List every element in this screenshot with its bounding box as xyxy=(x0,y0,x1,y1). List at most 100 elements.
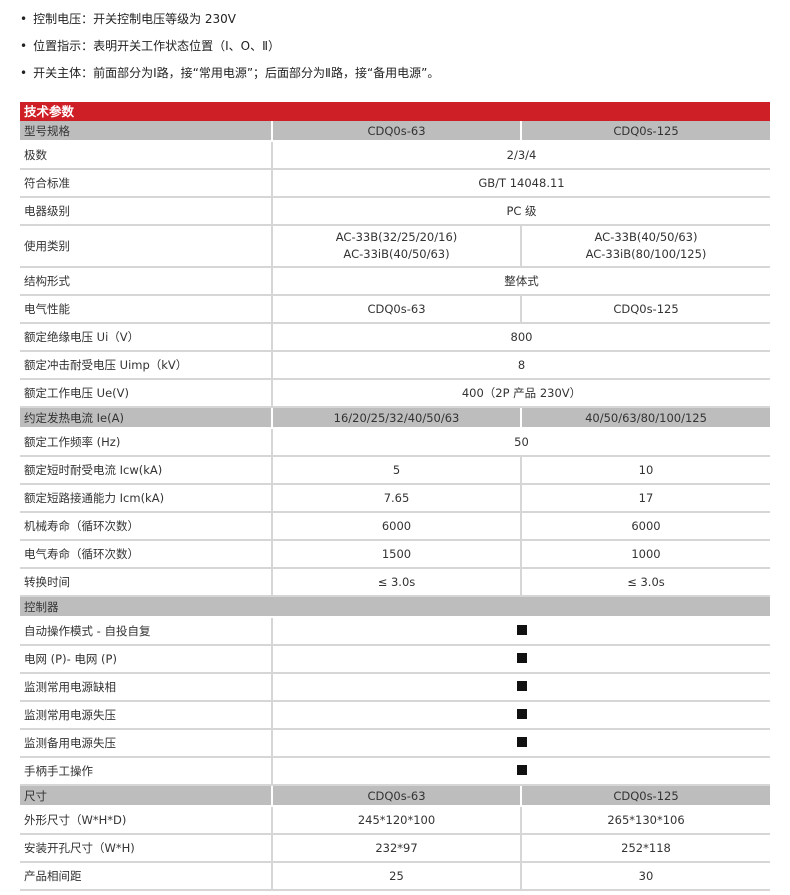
table-header-row: 尺寸 CDQ0s-63 CDQ0s-125 xyxy=(20,785,770,807)
row-label: 外形尺寸（W*H*D) xyxy=(20,806,272,835)
row-label: 额定工作频率 (Hz) xyxy=(20,428,272,457)
value-cell: 整体式 xyxy=(271,267,770,296)
value-cell-125: 17 xyxy=(520,484,770,513)
table-row: 额定短时耐受电流 Icw(kA) 5 10 xyxy=(20,456,770,485)
feature-list: 控制电压：开关控制电压等级为 230V 位置指示：表明开关工作状态位置（Ⅰ、O、… xyxy=(0,0,790,87)
table-row: 极数 2/3/4 xyxy=(20,141,770,170)
table-row: 电气性能 CDQ0s-63 CDQ0s-125 xyxy=(20,295,770,324)
table-row: 监测常用电源失压 xyxy=(20,701,770,730)
table-row: 结构形式 整体式 xyxy=(20,267,770,296)
row-label: 使用类别 xyxy=(20,225,272,268)
row-label: 自动操作模式 - 自投自复 xyxy=(20,617,272,646)
value-cell-125: 265*130*106 xyxy=(520,806,770,835)
row-label: 电网 (P)- 电网 (P) xyxy=(20,645,272,674)
value-cell: GB/T 14048.11 xyxy=(271,169,770,198)
feature-item: 开关主体：前面部分为Ⅰ路，接“常用电源”；后面部分为Ⅱ路，接“备用电源”。 xyxy=(20,60,790,87)
table-row: 额定冲击耐受电压 Uimp（kV） 8 xyxy=(20,351,770,380)
supported-mark-icon xyxy=(516,765,527,775)
row-label: 结构形式 xyxy=(20,267,272,296)
row-label: 符合标准 xyxy=(20,169,272,198)
value-cell-125: 40/50/63/80/100/125 xyxy=(520,407,770,429)
table-header-row: 型号规格 CDQ0s-63 CDQ0s-125 xyxy=(20,121,770,142)
supported-mark-icon xyxy=(516,737,527,747)
value-cell-63: 5 xyxy=(271,456,521,485)
table-title: 技术参数 xyxy=(20,102,770,121)
table-row: 监测常用电源缺相 xyxy=(20,673,770,702)
value-line: AC-33iB(80/100/125) xyxy=(585,247,707,261)
section-label: 控制器 xyxy=(20,596,770,618)
table-row: 额定绝缘电压 Ui（V） 800 xyxy=(20,323,770,352)
value-cell-63: 25 xyxy=(271,862,521,891)
row-label: 额定短时耐受电流 Icw(kA) xyxy=(20,456,272,485)
value-cell-125: CDQ0s-125 xyxy=(520,785,770,807)
row-label: 额定冲击耐受电压 Uimp（kV） xyxy=(20,351,272,380)
value-cell-63: CDQ0s-63 xyxy=(271,295,521,324)
supported-mark-icon xyxy=(516,625,527,635)
value-cell-63: 232*97 xyxy=(271,834,521,863)
row-label: 约定发热电流 Ie(A) xyxy=(20,407,272,429)
table-row: 电网 (P)- 电网 (P) xyxy=(20,645,770,674)
row-label: 极数 xyxy=(20,141,272,170)
value-cell-125: 252*118 xyxy=(520,834,770,863)
row-label: 额定短路接通能力 Icm(kA) xyxy=(20,484,272,513)
value-cell xyxy=(271,617,770,646)
value-cell xyxy=(271,701,770,730)
row-label: 监测常用电源缺相 xyxy=(20,673,272,702)
supported-mark-icon xyxy=(516,709,527,719)
value-cell xyxy=(271,673,770,702)
value-cell: 2/3/4 xyxy=(271,141,770,170)
value-cell xyxy=(271,645,770,674)
value-cell-63: 7.65 xyxy=(271,484,521,513)
row-label: 额定工作电压 Ue(V) xyxy=(20,379,272,408)
value-cell-63: ≤ 3.0s xyxy=(271,568,521,597)
row-label: 额定绝缘电压 Ui（V） xyxy=(20,323,272,352)
row-label: 电气性能 xyxy=(20,295,272,324)
table-row: 额定短路接通能力 Icm(kA) 7.65 17 xyxy=(20,484,770,513)
table-row: 电器级别 PC 级 xyxy=(20,197,770,226)
value-cell-125: CDQ0s-125 xyxy=(520,121,770,142)
value-cell: 400（2P 产品 230V） xyxy=(271,379,770,408)
feature-item: 位置指示：表明开关工作状态位置（Ⅰ、O、Ⅱ） xyxy=(20,33,790,60)
table-row: 电气寿命（循环次数） 1500 1000 xyxy=(20,540,770,569)
supported-mark-icon xyxy=(516,653,527,663)
table-row: 额定工作频率 (Hz) 50 xyxy=(20,428,770,457)
value-cell-125: 1000 xyxy=(520,540,770,569)
row-label: 尺寸 xyxy=(20,785,272,807)
value-line: AC-33B(32/25/20/16) xyxy=(335,230,458,244)
value-cell-63: CDQ0s-63 xyxy=(271,121,521,142)
table-row: 手柄手工操作 xyxy=(20,757,770,786)
value-cell-125: 10 xyxy=(520,456,770,485)
table-row: 额定工作电压 Ue(V) 400（2P 产品 230V） xyxy=(20,379,770,408)
value-cell-125: ≤ 3.0s xyxy=(520,568,770,597)
value-cell xyxy=(271,729,770,758)
feature-item: 控制电压：开关控制电压等级为 230V xyxy=(20,6,790,33)
spec-table-section: 技术参数 型号规格 CDQ0s-63 CDQ0s-125 极数 2/3/4 符合标准 GB/… xyxy=(20,102,770,891)
value-cell-63: 245*120*100 xyxy=(271,806,521,835)
value-cell-125: 30 xyxy=(520,862,770,891)
value-cell: 800 xyxy=(271,323,770,352)
value-line: AC-33iB(40/50/63) xyxy=(343,247,450,261)
table-header-row: 约定发热电流 Ie(A) 16/20/25/32/40/50/63 40/50/63… xyxy=(20,407,770,429)
table-row: 使用类别 AC-33B(32/25/20/16) AC-33iB(40/50/63)… xyxy=(20,225,770,268)
row-label: 监测常用电源失压 xyxy=(20,701,272,730)
row-label: 监测备用电源失压 xyxy=(20,729,272,758)
spec-table: 型号规格 CDQ0s-63 CDQ0s-125 极数 2/3/4 符合标准 GB/T 140… xyxy=(20,121,770,891)
row-label: 安装开孔尺寸（W*H) xyxy=(20,834,272,863)
table-row: 机械寿命（循环次数） 6000 6000 xyxy=(20,512,770,541)
row-label: 转换时间 xyxy=(20,568,272,597)
table-row: 安装开孔尺寸（W*H) 232*97 252*118 xyxy=(20,834,770,863)
table-row: 外形尺寸（W*H*D) 245*120*100 265*130*106 xyxy=(20,806,770,835)
table-row: 产品相间距 25 30 xyxy=(20,862,770,891)
value-cell-63: CDQ0s-63 xyxy=(271,785,521,807)
section-row: 控制器 xyxy=(20,596,770,618)
row-label: 电器级别 xyxy=(20,197,272,226)
row-label: 手柄手工操作 xyxy=(20,757,272,786)
value-line: AC-33B(40/50/63) xyxy=(594,230,698,244)
value-cell-63: 1500 xyxy=(271,540,521,569)
value-cell xyxy=(271,757,770,786)
table-row: 监测备用电源失压 xyxy=(20,729,770,758)
value-cell: 50 xyxy=(271,428,770,457)
table-row: 转换时间 ≤ 3.0s ≤ 3.0s xyxy=(20,568,770,597)
row-label: 型号规格 xyxy=(20,121,272,142)
row-label: 产品相间距 xyxy=(20,862,272,891)
